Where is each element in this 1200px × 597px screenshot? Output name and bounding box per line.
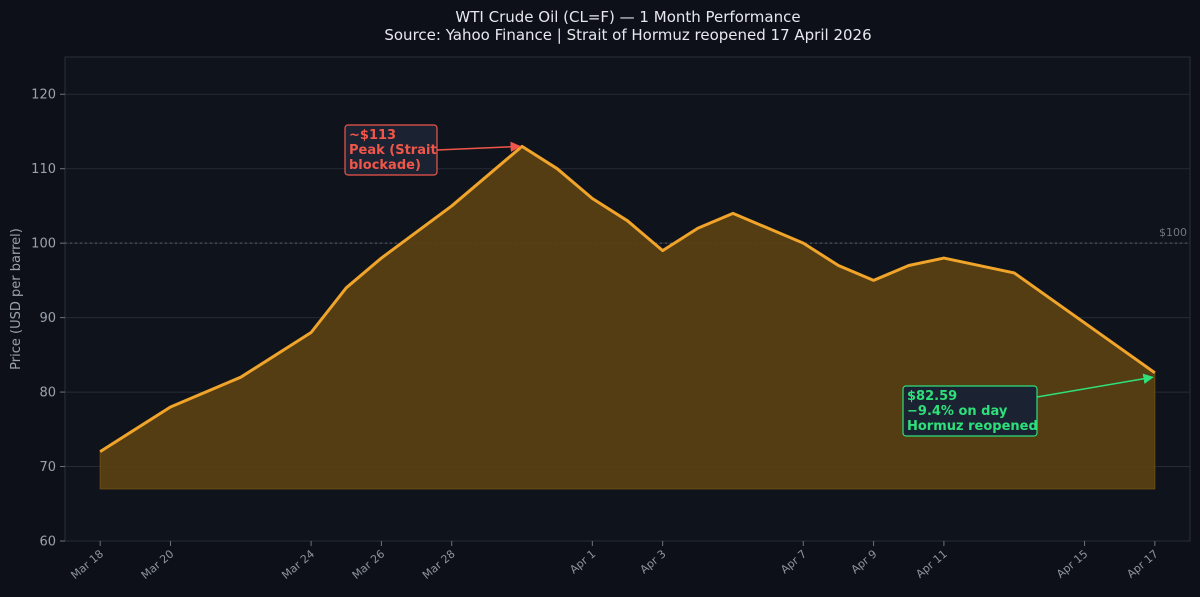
reference-layer: $100 xyxy=(65,226,1190,244)
annotation-text: −9.4% on day xyxy=(907,404,1008,419)
y-axis-label: Price (USD per barrel) xyxy=(9,228,24,370)
y-tick-label: 80 xyxy=(39,386,56,401)
chart-title: WTI Crude Oil (CL=F) — 1 Month Performan… xyxy=(455,8,800,26)
y-tick-label: 110 xyxy=(31,162,56,177)
annotation-text: $82.59 xyxy=(907,389,957,404)
reference-line-label: $100 xyxy=(1159,226,1187,239)
y-tick-label: 100 xyxy=(31,237,56,252)
annotation-arrow xyxy=(436,141,522,153)
annotation-box xyxy=(902,385,1038,437)
annotation-text: blockade) xyxy=(349,158,421,173)
y-tick-label: 120 xyxy=(31,88,56,103)
annotation-box xyxy=(344,124,438,176)
y-tick-label: 60 xyxy=(39,535,56,550)
annotation-arrow xyxy=(1036,373,1154,398)
annotation-text: Hormuz reopened xyxy=(907,419,1038,434)
chart-subtitle: Source: Yahoo Finance | Strait of Hormuz… xyxy=(384,26,871,44)
y-tick-label: 70 xyxy=(39,460,56,475)
annotation-text: ~$113 xyxy=(349,128,396,143)
area-layer xyxy=(99,144,1156,490)
y-tick-label: 90 xyxy=(39,311,56,326)
annotation-text: Peak (Strait xyxy=(349,143,437,158)
